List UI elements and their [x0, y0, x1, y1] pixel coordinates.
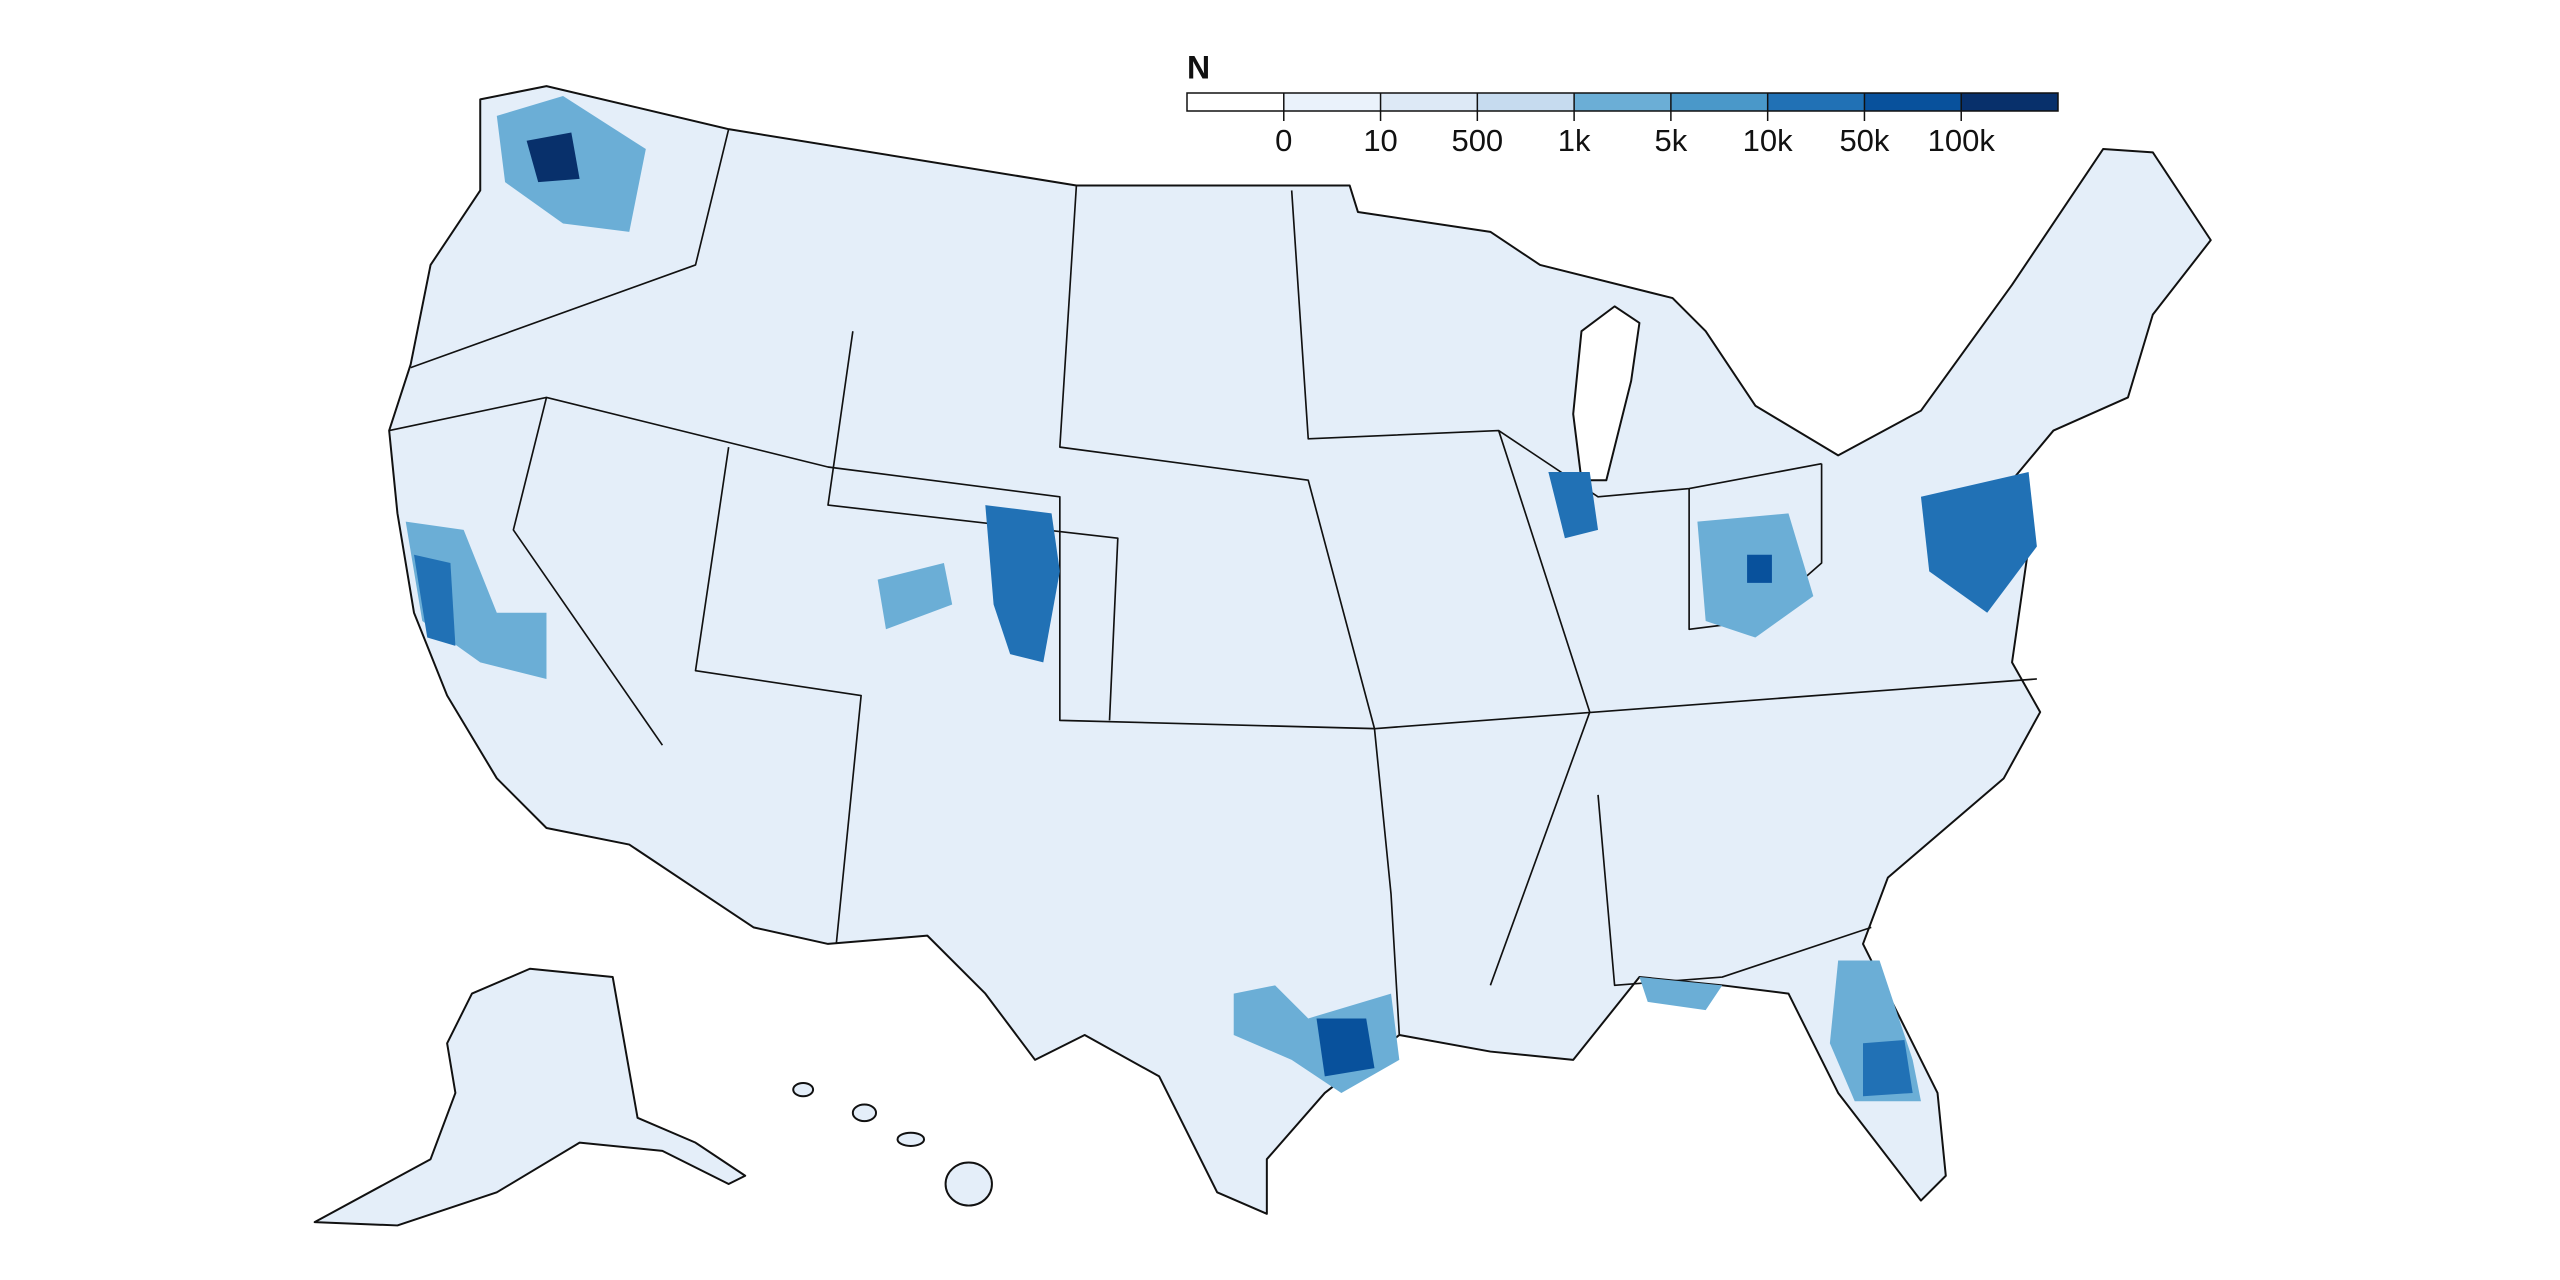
island — [851, 1103, 878, 1123]
border — [1374, 678, 2037, 730]
legend-tick-label: 5k — [1655, 123, 1688, 158]
legend-swatch — [1283, 93, 1381, 111]
border — [388, 396, 1375, 730]
border — [1489, 430, 1591, 986]
legend-swatch — [1380, 93, 1478, 111]
legend-swatch — [1670, 93, 1768, 111]
hotspot — [1863, 1039, 1913, 1097]
island — [944, 1161, 993, 1207]
lake-michigan — [1572, 305, 1641, 482]
legend-swatch — [1574, 93, 1671, 111]
legend-swatch — [1477, 93, 1575, 111]
border — [827, 331, 1119, 721]
legend-swatch — [1864, 93, 1962, 111]
hotspots — [405, 96, 2037, 1102]
hotspot — [985, 505, 1060, 663]
hotspot — [1316, 1018, 1375, 1077]
hotspot — [1747, 554, 1772, 583]
legend-tick-label: 50k — [1839, 123, 1889, 158]
border — [512, 397, 664, 746]
state-borders — [388, 128, 2037, 1036]
legend-swatch — [1767, 93, 1865, 111]
legend-tick-label: 500 — [1451, 123, 1503, 158]
border — [410, 128, 730, 369]
hotspot — [877, 563, 953, 630]
legend: N 0 10 500 1k 5k 10k 50k 100k — [1186, 49, 2059, 158]
border — [694, 446, 862, 945]
alaska — [313, 967, 747, 1227]
island — [896, 1131, 926, 1147]
hotspot — [414, 554, 456, 646]
legend-frame — [1186, 92, 2059, 112]
legend-tick-label: 10k — [1743, 123, 1793, 158]
legend-swatch — [1187, 93, 1284, 111]
map-shapes — [313, 85, 2212, 1227]
border — [1290, 190, 1822, 498]
legend-tick-label: 1k — [1558, 123, 1591, 158]
island — [792, 1082, 815, 1098]
hotspot — [1920, 471, 2037, 613]
legend-tick-label: 0 — [1275, 123, 1292, 158]
hawaii — [792, 1082, 993, 1207]
legend-tick-label: 10 — [1363, 123, 1397, 158]
contiguous-us — [388, 85, 2212, 1215]
hotspot — [1548, 471, 1599, 539]
hotspot — [526, 132, 580, 183]
hotspot — [1639, 977, 1723, 1011]
legend-tick-label: 100k — [1928, 123, 1996, 158]
legend-title: N — [1187, 49, 1210, 85]
border — [1059, 185, 1401, 1036]
legend-swatch — [1961, 93, 2058, 111]
